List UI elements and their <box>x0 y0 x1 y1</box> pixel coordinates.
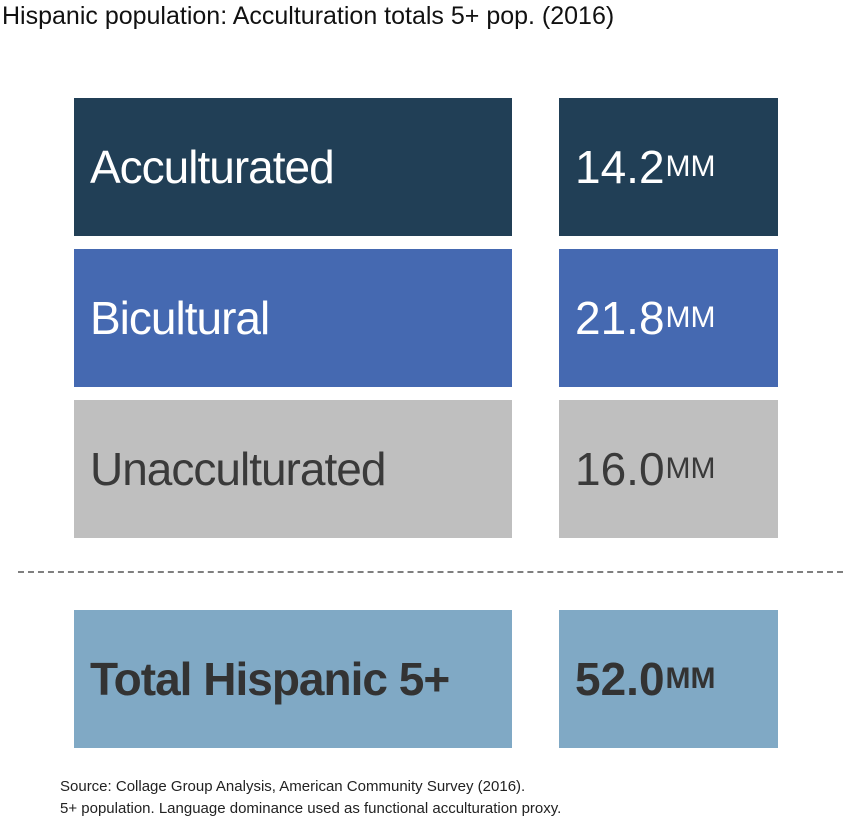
row-label-box-acculturated: Acculturated <box>74 98 512 236</box>
total-label-box: Total Hispanic 5+ <box>74 610 512 748</box>
row-label: Bicultural <box>90 292 270 344</box>
total-unit: MM <box>665 662 716 695</box>
chart-title: Hispanic population: Acculturation total… <box>2 2 615 30</box>
source-note: Source: Collage Group Analysis, American… <box>60 776 561 820</box>
row-value: 21.8 <box>575 292 665 344</box>
row-unit: MM <box>665 150 716 183</box>
total-value: 52.0 <box>575 653 665 705</box>
row-value-box-unacculturated: 16.0 MM <box>559 400 778 538</box>
source-line-2: 5+ population. Language dominance used a… <box>60 800 562 817</box>
row-unit: MM <box>665 452 716 485</box>
row-unit: MM <box>665 301 716 334</box>
row-label-box-unacculturated: Unacculturated <box>74 400 512 538</box>
total-label: Total Hispanic 5+ <box>90 653 450 705</box>
row-value-box-acculturated: 14.2 MM <box>559 98 778 236</box>
row-value-box-bicultural: 21.8 MM <box>559 249 778 387</box>
total-value-box: 52.0 MM <box>559 610 778 748</box>
dashed-divider <box>18 571 843 573</box>
row-value: 14.2 <box>575 141 665 193</box>
row-value: 16.0 <box>575 443 665 495</box>
row-label-box-bicultural: Bicultural <box>74 249 512 387</box>
row-label: Acculturated <box>90 141 335 193</box>
row-label: Unacculturated <box>90 443 386 495</box>
source-line-1: Source: Collage Group Analysis, American… <box>60 778 526 795</box>
